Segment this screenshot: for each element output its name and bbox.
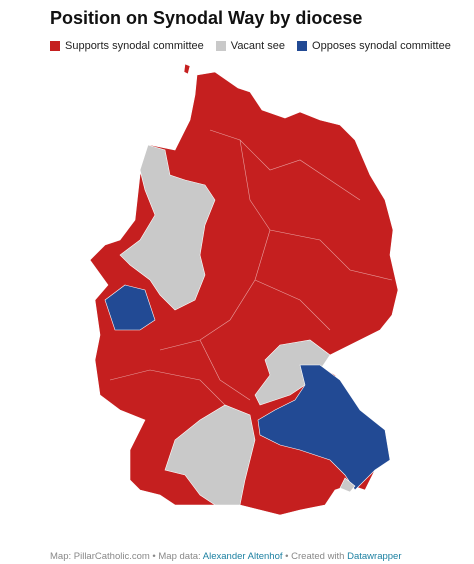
region-opposes (257, 364, 391, 491)
legend-item: Opposes synodal committee (297, 40, 451, 52)
region-vacant (164, 404, 256, 506)
legend-item: Supports synodal committee (50, 40, 204, 52)
tool-link[interactable]: Datawrapper (347, 551, 402, 562)
legend-swatch (215, 41, 226, 51)
region-vacant (119, 144, 216, 311)
legend-label: Supports synodal committee (65, 40, 204, 52)
legend-label: Vacant see (230, 40, 286, 52)
footer: Map: PillarCatholic.com • Map data: Alex… (50, 551, 402, 562)
region-vacant (339, 477, 356, 493)
legend-swatch (50, 41, 60, 51)
footer-source: Map: PillarCatholic.com • Map data: (50, 551, 201, 562)
legend-item: Vacant see (215, 40, 286, 52)
legend: Supports synodal committee Vacant see Op… (50, 40, 451, 52)
legend-label: Opposes synodal committee (312, 40, 451, 52)
author-link[interactable]: Alexander Altenhof (202, 551, 283, 562)
diocese-border (109, 129, 393, 411)
region-opposes (104, 284, 156, 331)
region-vacant (254, 339, 331, 406)
footer-created: • Created with (285, 551, 345, 562)
legend-swatch (297, 41, 308, 51)
title: Position on Synodal Way by diocese (50, 8, 363, 28)
